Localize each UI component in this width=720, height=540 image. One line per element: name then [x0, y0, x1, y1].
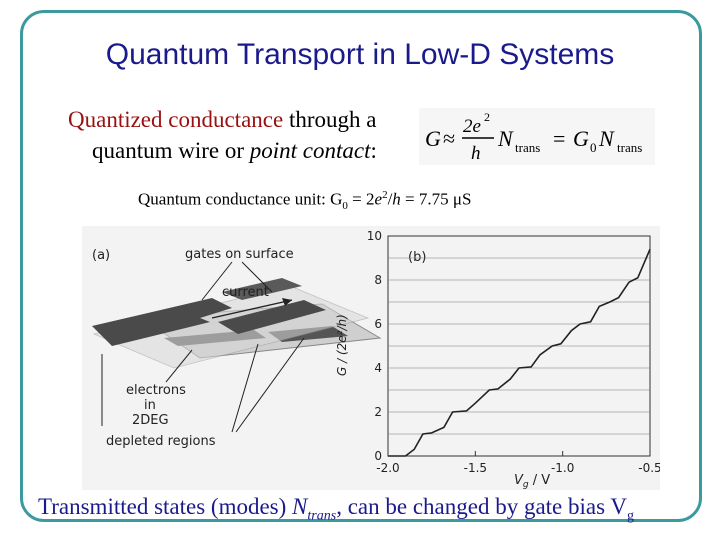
formula-eq: =	[553, 126, 565, 151]
y-tick-label: 4	[374, 361, 382, 375]
unit-slash: /	[387, 189, 393, 209]
x-tick-label: -2.0	[376, 461, 399, 475]
unit-value: = 7.75 μS	[400, 189, 472, 209]
unit-h: h	[392, 189, 401, 209]
electrons-label-3: 2DEG	[132, 413, 169, 428]
x-axis-label-v: V	[514, 473, 524, 488]
intro-text: Quantized conductance through a quantum …	[68, 104, 408, 166]
conductance-curve	[388, 248, 651, 457]
formula-n1: N	[497, 126, 514, 151]
formula-den: h	[471, 143, 481, 164]
bottom-ntrans: N	[292, 494, 308, 519]
bottom-caption: Transmitted states (modes) Ntrans, can b…	[38, 494, 708, 525]
gates-leader-1	[201, 261, 233, 301]
slide-title: Quantum Transport in Low-D Systems	[105, 38, 615, 71]
electrons-label-1: electrons	[126, 383, 186, 398]
intro-line2-a: quantum wire or	[92, 138, 250, 163]
x-axis-label-unit: / V	[529, 473, 551, 488]
x-ticks: -2.0 -1.5 -1.0 -0.5	[376, 451, 660, 475]
depleted-label: depleted regions	[106, 434, 216, 449]
conductance-unit-line: Quantum conductance unit: G0 = 2e2/h = 7…	[138, 189, 698, 212]
x-axis-label: Vg / V	[514, 473, 550, 490]
gate-right	[218, 300, 326, 334]
unit-sup: 2	[382, 189, 388, 201]
gate-top	[222, 278, 302, 300]
formula-approx: ≈	[443, 126, 455, 151]
bottom-vg-sub: g	[627, 508, 634, 524]
y-axis-label: G / (2e²/h)	[335, 314, 349, 376]
depleted-leader-2	[235, 337, 305, 433]
intro-line-2: quantum wire or point contact:	[68, 135, 408, 166]
plot-gridlines	[388, 257, 650, 435]
electrons-leader-2	[165, 349, 193, 383]
current-arrowhead	[282, 298, 292, 306]
formula-num: 2e	[463, 116, 481, 137]
formula-trans1: trans	[515, 140, 540, 155]
intro-highlight: Quantized conductance	[68, 107, 284, 132]
panel-b-label: (b)	[408, 250, 426, 265]
y-tick-label: 0	[374, 449, 382, 463]
y-ticks: 0 2 4 6 8 10	[367, 229, 382, 463]
y-tick-label: 2	[374, 405, 382, 419]
unit-sub: 0	[342, 200, 348, 213]
electrons-label-2: in	[144, 398, 156, 413]
x-axis-label-sub: g	[523, 480, 529, 490]
formula-n2: N	[598, 126, 615, 151]
y-tick-label: 8	[374, 273, 382, 287]
bottom-text-b: , can be changed by gate bias V	[336, 494, 627, 519]
intro-line2-b: point contact	[249, 138, 371, 163]
x-tick-label: -1.0	[551, 461, 574, 475]
intro-line2-c: :	[370, 138, 377, 163]
panel-a-device-schematic: (a) gates on surface current electrons i…	[92, 247, 382, 449]
x-tick-label: -1.5	[464, 461, 487, 475]
formula-trans2: trans	[617, 140, 642, 155]
panel-b-conductance-plot: (b) G / (2e²/h) 0 2 4 6 8 10 -2.0 -1.5 -1.0 -0.5…	[335, 229, 660, 490]
unit-mid: = 2	[347, 189, 375, 209]
intro-rest: through a	[283, 107, 377, 132]
panel-a-label: (a)	[92, 248, 110, 263]
bottom-text-a: Transmitted states (modes)	[38, 494, 293, 519]
x-tick-label: -0.5	[638, 461, 660, 475]
gates-leader-2	[241, 261, 273, 293]
y-tick-label: 10	[367, 229, 382, 243]
formula-g0: G	[573, 126, 589, 151]
formula-g: G	[425, 126, 441, 151]
formula-g0-sub: 0	[590, 140, 597, 155]
formula-num-sup: 2	[484, 110, 490, 124]
experiment-figure: (a) gates on surface current electrons i…	[82, 226, 660, 490]
gates-label: gates on surface	[185, 247, 294, 262]
unit-prefix: Quantum conductance unit: G	[138, 189, 343, 209]
intro-line-1: Quantized conductance through a	[68, 104, 408, 135]
bottom-ntrans-sub: trans	[307, 508, 337, 524]
current-label: current	[222, 285, 269, 300]
gate-left	[92, 298, 232, 346]
y-tick-label: 6	[374, 317, 382, 331]
current-arrow-line	[211, 299, 293, 319]
depleted-leader-1	[231, 343, 259, 433]
unit-e: e	[374, 189, 383, 209]
conductance-formula: G ≈ 2e 2 h N trans = G 0 N trans	[419, 108, 655, 165]
